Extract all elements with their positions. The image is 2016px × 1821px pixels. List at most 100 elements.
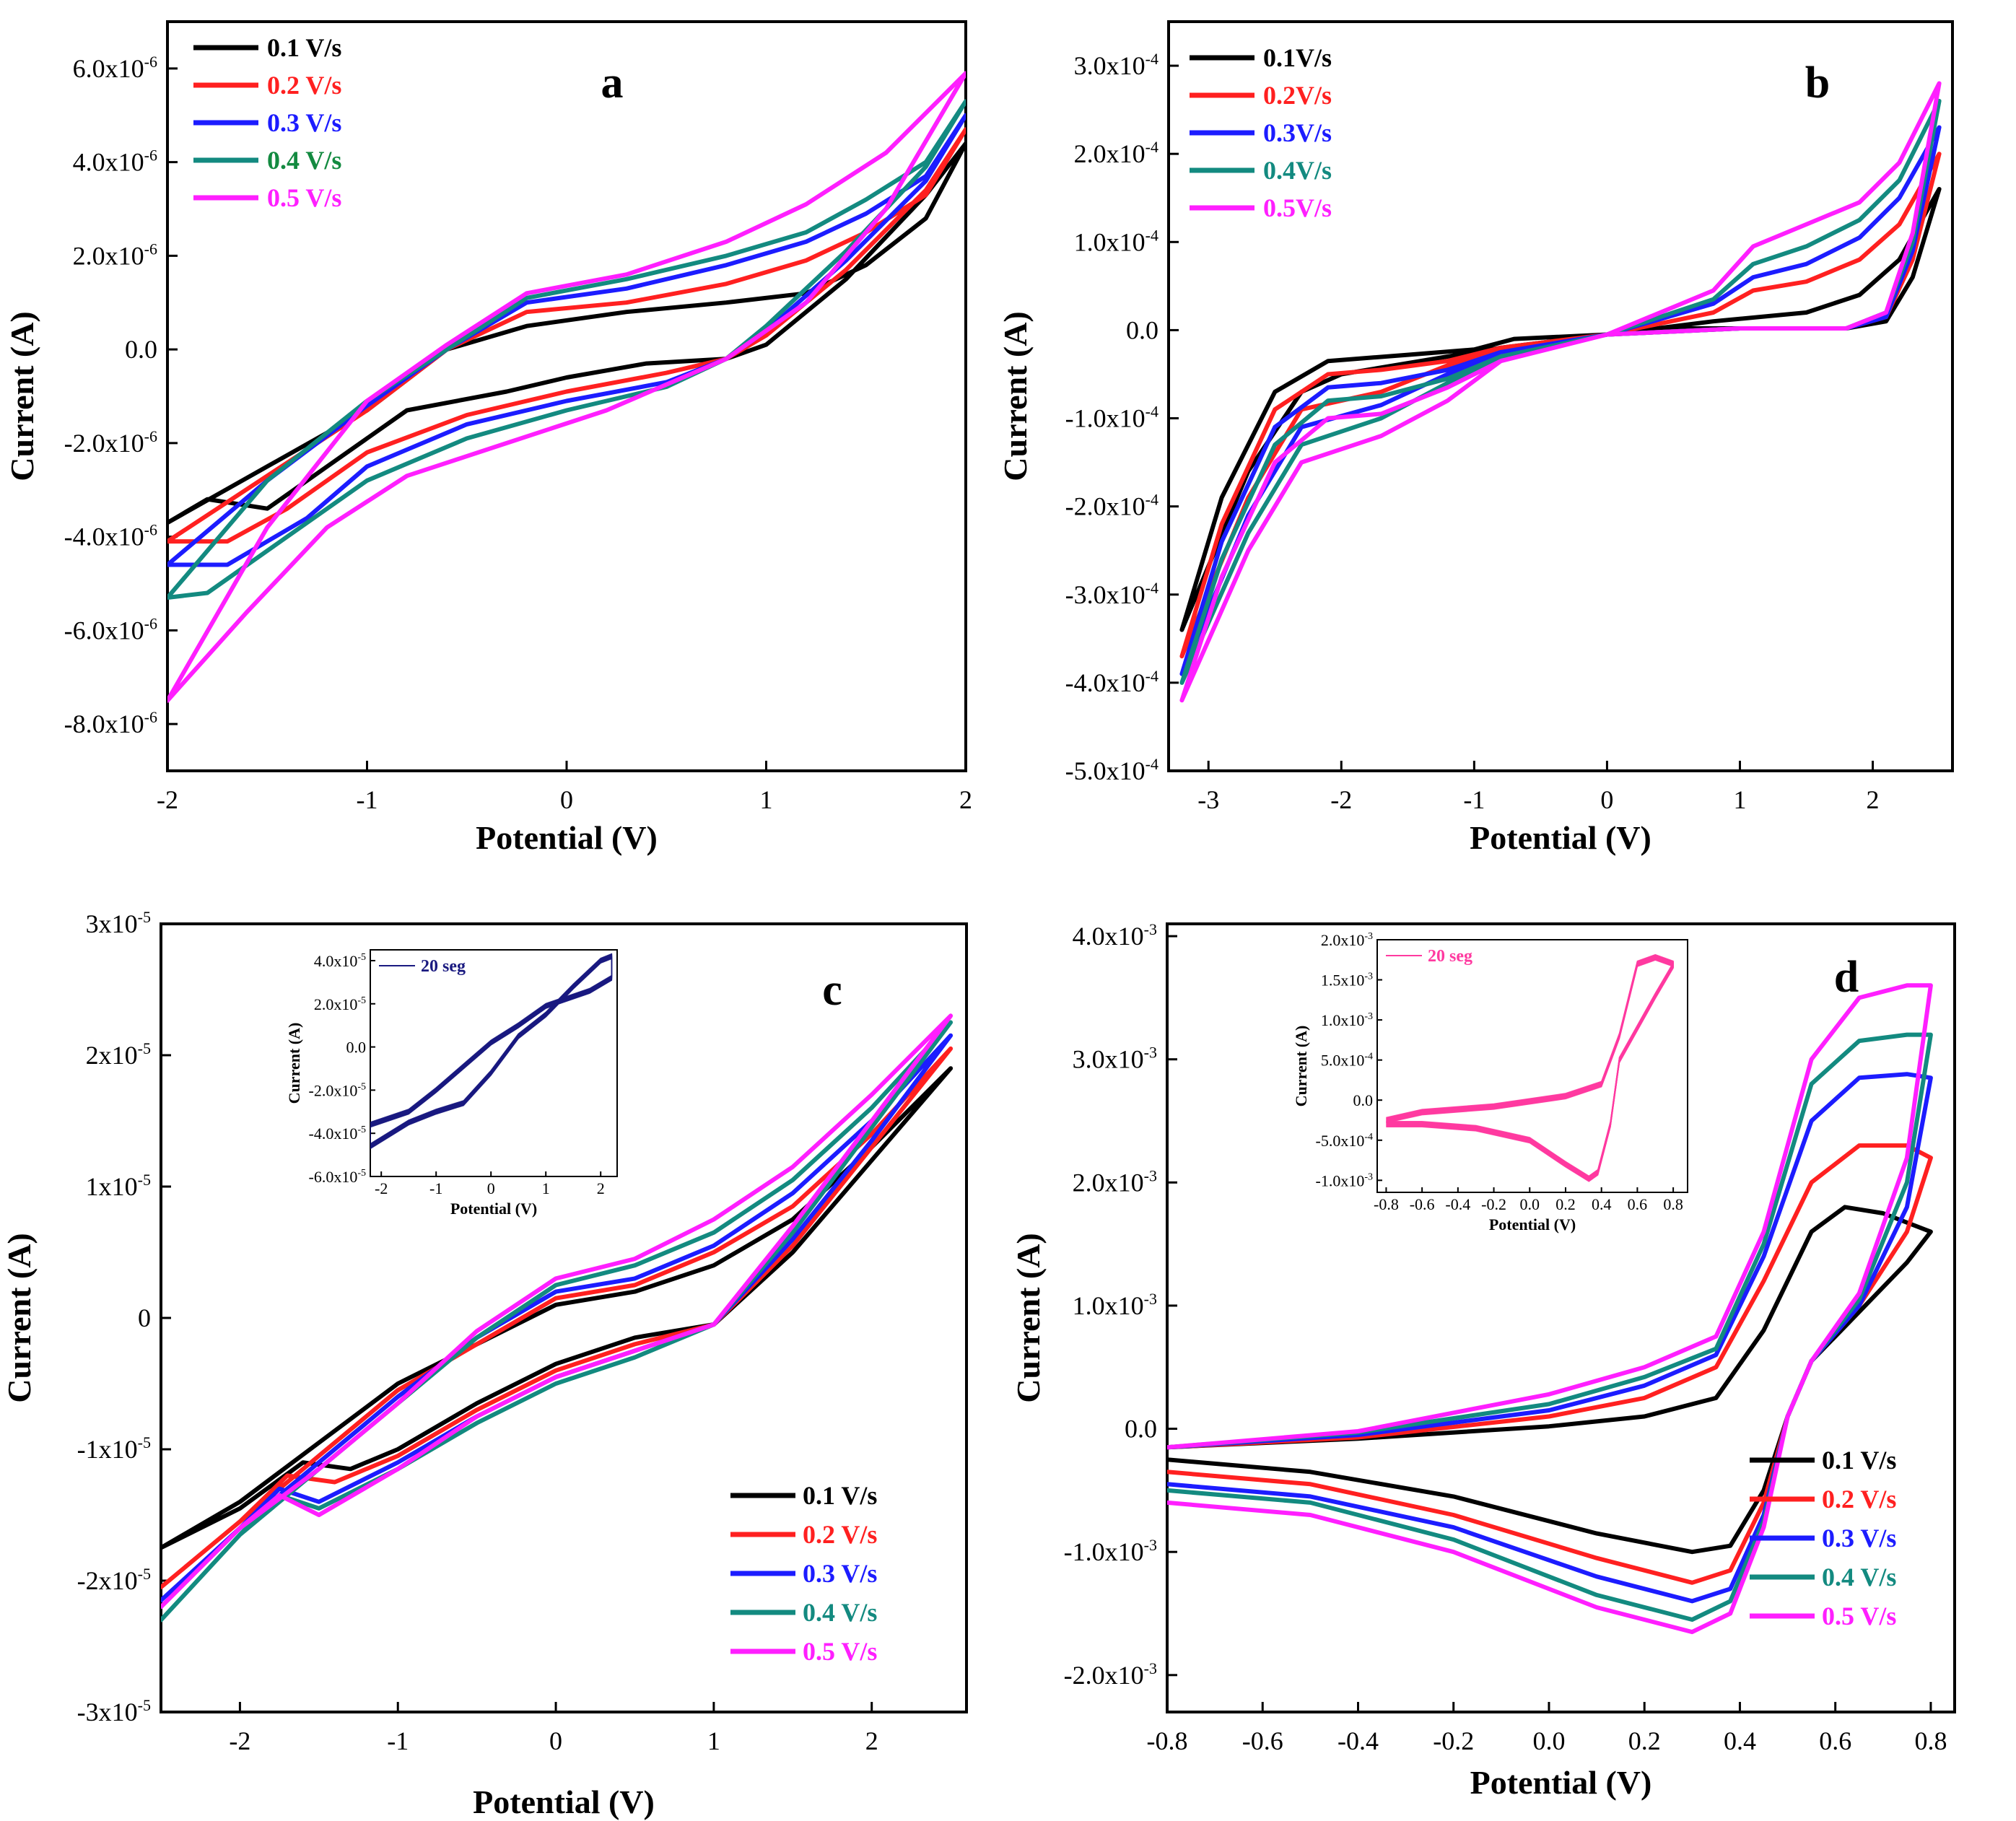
legend: 0.1 V/s 0.2 V/s 0.3 V/s 0.4 V/s 0.5 V/s bbox=[193, 33, 341, 212]
legend: 0.1V/s 0.2V/s 0.3V/s 0.4V/s 0.5V/s bbox=[1190, 43, 1332, 222]
inset-y-tick-exponent: -3 bbox=[1364, 971, 1373, 982]
y-tick-label-exponent: -4 bbox=[1146, 138, 1158, 156]
y-tick-label-mantissa: 2.0x10 bbox=[73, 241, 144, 270]
inset-y-tick-label: 2.0x10-5 bbox=[314, 995, 366, 1013]
x-tick-label: 0.8 bbox=[1914, 1726, 1947, 1755]
inset-y-tick-label: 2.0x10-3 bbox=[1321, 931, 1373, 949]
x-tick-label: 0.2 bbox=[1628, 1726, 1661, 1755]
y-tick-label: -2x10-5 bbox=[77, 1565, 151, 1595]
inset-y-tick-label: 1.0x10-3 bbox=[1321, 1011, 1373, 1029]
series-line bbox=[161, 1020, 954, 1623]
x-tick-label: 2 bbox=[959, 785, 972, 814]
inset-x-tick-label: 1 bbox=[542, 1179, 550, 1197]
y-tick-label: 1.0x10-4 bbox=[1074, 226, 1158, 256]
x-tick-label: 0 bbox=[549, 1726, 562, 1755]
y-tick-label-exponent: -6 bbox=[144, 427, 157, 445]
x-tick-label: 0.4 bbox=[1724, 1726, 1756, 1755]
inset-y-tick-exponent: -5 bbox=[357, 1168, 366, 1179]
y-tick-label-exponent: -3 bbox=[1144, 1659, 1157, 1677]
legend-label: 0.2 V/s bbox=[803, 1520, 877, 1549]
plot-frame bbox=[1166, 922, 1956, 1713]
inset-y-tick-label: -1.0x10-3 bbox=[1316, 1171, 1374, 1189]
x-tick-label: 1 bbox=[707, 1726, 720, 1755]
y-tick-label-mantissa: 3x10 bbox=[86, 909, 138, 938]
series-line bbox=[161, 1066, 954, 1550]
series-line bbox=[1167, 983, 1933, 1635]
y-tick-label-mantissa: 3.0x10 bbox=[1073, 1045, 1144, 1074]
legend-label: 0.1 V/s bbox=[1822, 1446, 1896, 1475]
y-tick-label-mantissa: -3x10 bbox=[77, 1698, 138, 1726]
inset-y-axis-title: Current (A) bbox=[1292, 1026, 1310, 1107]
y-tick-label: -2.0x10-3 bbox=[1064, 1659, 1157, 1690]
y-tick-label: -5.0x10-4 bbox=[1065, 755, 1158, 785]
y-tick-label-exponent: -3 bbox=[1144, 1166, 1157, 1184]
y-tick-label-exponent: -4 bbox=[1146, 667, 1158, 685]
y-tick-label: 2.0x10-6 bbox=[73, 240, 157, 270]
legend-label: 0.4 V/s bbox=[267, 146, 341, 175]
legend: 0.1 V/s 0.2 V/s 0.3 V/s 0.4 V/s 0.5 V/s bbox=[730, 1481, 877, 1666]
y-tick-label: 3.0x10-4 bbox=[1074, 50, 1158, 80]
series-group bbox=[161, 1013, 954, 1623]
y-tick-label-exponent: -5 bbox=[138, 1171, 151, 1189]
chart-panel-a: -2 -1 0 1 26.0x10-64.0x10-62.0x10-60.0-2.0x1… bbox=[4, 20, 972, 856]
inset-x-tick-label: -0.4 bbox=[1445, 1195, 1470, 1213]
y-tick-label-exponent: -5 bbox=[138, 908, 151, 926]
x-tick-label: 1 bbox=[760, 785, 773, 814]
y-tick-label-exponent: -4 bbox=[1146, 50, 1158, 68]
y-tick-label: -4.0x10-6 bbox=[64, 521, 157, 551]
series-line bbox=[1167, 1032, 1933, 1622]
legend-label: 0.1V/s bbox=[1263, 43, 1332, 72]
x-tick-label: 2 bbox=[1867, 785, 1880, 814]
inset-y-tick-exponent: -3 bbox=[1364, 931, 1373, 942]
y-tick-label-mantissa: 4.0x10 bbox=[73, 148, 144, 177]
y-tick-label-exponent: -5 bbox=[138, 1565, 151, 1583]
legend-label: 0.4 V/s bbox=[1822, 1563, 1896, 1591]
series-line bbox=[1167, 1205, 1933, 1555]
y-tick-label-mantissa: 1x10 bbox=[86, 1172, 138, 1201]
y-tick-label-exponent: -3 bbox=[1144, 1290, 1157, 1308]
y-tick-label: -2.0x10-6 bbox=[64, 427, 157, 458]
series-line bbox=[1179, 187, 1942, 632]
x-tick-label: 0 bbox=[560, 785, 573, 814]
x-tick-label: 2 bbox=[865, 1726, 878, 1755]
legend-label: 0.4 V/s bbox=[803, 1598, 877, 1627]
inset-y-tick-exponent: -3 bbox=[1364, 1171, 1373, 1182]
y-tick-label: -1x10-5 bbox=[77, 1433, 151, 1464]
inset-series-group bbox=[1386, 953, 1674, 1182]
inset-y-tick-label: -2.0x10-5 bbox=[309, 1081, 367, 1099]
y-tick-label-exponent: -5 bbox=[138, 1433, 151, 1451]
x-tick-label: 0 bbox=[1600, 785, 1613, 814]
y-tick-label-mantissa: 2x10 bbox=[86, 1041, 138, 1070]
x-axis-title: Potential (V) bbox=[1470, 819, 1651, 856]
x-tick-label: -2 bbox=[157, 785, 178, 814]
x-tick-label: -0.8 bbox=[1147, 1726, 1188, 1755]
y-tick-label: 6.0x10-6 bbox=[73, 53, 157, 83]
y-tick-label: -6.0x10-6 bbox=[64, 614, 157, 645]
inset-legend-label: 20 seg bbox=[421, 957, 466, 976]
inset-y-tick-mantissa: -4.0x10 bbox=[309, 1125, 358, 1143]
y-tick-label-mantissa: -1.0x10 bbox=[1064, 1537, 1144, 1566]
x-axis-title: Potential (V) bbox=[473, 1783, 655, 1820]
legend-label: 0.5 V/s bbox=[803, 1637, 877, 1666]
inset-y-tick-mantissa: 0.0 bbox=[346, 1039, 367, 1057]
x-tick-label: -2 bbox=[229, 1726, 250, 1755]
y-tick-label: 2.0x10-3 bbox=[1073, 1166, 1157, 1197]
legend: 0.1 V/s 0.2 V/s 0.3 V/s 0.4 V/s 0.5 V/s bbox=[1750, 1446, 1896, 1630]
inset-x-tick-label: 0.6 bbox=[1628, 1195, 1648, 1213]
x-tick-label: -0.4 bbox=[1338, 1726, 1379, 1755]
y-axis-title: Current (A) bbox=[1, 1233, 38, 1402]
legend-label: 0.3 V/s bbox=[803, 1559, 877, 1588]
inset-x-tick-label: 0.8 bbox=[1663, 1195, 1683, 1213]
inset-y-tick-exponent: -5 bbox=[357, 1125, 366, 1135]
y-tick-label: -4.0x10-4 bbox=[1065, 667, 1158, 697]
inset-y-tick-exponent: -5 bbox=[357, 1081, 366, 1092]
inset-series-group bbox=[370, 953, 613, 1150]
x-tick-label: -1 bbox=[357, 785, 378, 814]
inset-chart: -0.8 -0.6 -0.4 -0.2 0.0 0.2 0.4 0.6 0.82.0x10-31… bbox=[1292, 931, 1688, 1233]
legend-label: 0.5V/s bbox=[1263, 193, 1332, 222]
inset-y-tick-label: 0.0 bbox=[1353, 1091, 1374, 1109]
y-tick-label-exponent: -5 bbox=[138, 1696, 151, 1714]
y-tick-label-mantissa: 3.0x10 bbox=[1074, 51, 1146, 80]
y-tick-label: 1x10-5 bbox=[86, 1171, 151, 1201]
legend-label: 0.5 V/s bbox=[1822, 1602, 1896, 1630]
